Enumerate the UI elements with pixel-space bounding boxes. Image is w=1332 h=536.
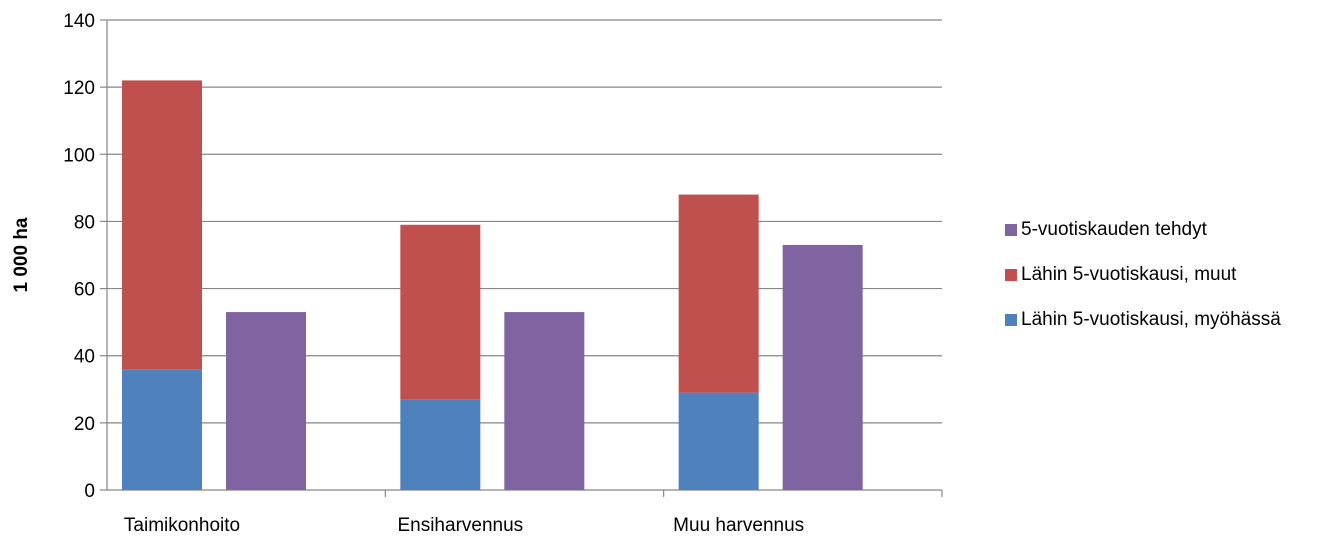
bars [122, 80, 863, 490]
y-tick-label: 20 [74, 414, 95, 435]
bar-segment [678, 194, 759, 393]
legend-item: 5-vuotiskauden tehdyt [1005, 216, 1281, 244]
legend-label: Lähin 5-vuotiskausi, muut [1021, 264, 1237, 285]
legend-item: Lähin 5-vuotiskausi, myöhässä [1005, 306, 1281, 334]
legend-swatch [1005, 224, 1017, 236]
bar-segment [400, 399, 481, 490]
bar-segment [122, 80, 202, 370]
category-label: Taimikonhoito [124, 515, 240, 536]
y-tick-label: 0 [84, 481, 95, 502]
bar-segment [122, 369, 202, 490]
legend-label: Lähin 5-vuotiskausi, myöhässä [1021, 309, 1281, 330]
y-tick-label: 120 [63, 78, 95, 99]
y-tick-label: 140 [63, 11, 95, 32]
bar-segment [504, 312, 585, 490]
legend-item: Lähin 5-vuotiskausi, muut [1005, 261, 1281, 289]
y-axis-label: 1 000 ha [11, 217, 32, 292]
bar-segment [782, 244, 863, 490]
category-label: Muu harvennus [673, 515, 804, 536]
bar-segment [226, 312, 306, 490]
legend-swatch [1005, 314, 1017, 326]
category-label: Ensiharvennus [397, 515, 523, 536]
category-labels: Taimikonhoito Ensiharvennus Muu harvennus [124, 515, 804, 536]
y-tick-labels: 0 20 40 60 80 100 120 140 [63, 11, 95, 502]
legend-swatch [1005, 269, 1017, 281]
y-tick-label: 100 [63, 145, 95, 166]
bar-segment [400, 224, 481, 400]
y-tick-label: 40 [74, 347, 95, 368]
y-tick-label: 80 [74, 212, 95, 233]
y-tick-label: 60 [74, 280, 95, 301]
legend: 5-vuotiskauden tehdyt Lähin 5-vuotiskausi… [1005, 216, 1281, 351]
legend-label: 5-vuotiskauden tehdyt [1021, 219, 1207, 240]
bar-segment [678, 392, 759, 490]
